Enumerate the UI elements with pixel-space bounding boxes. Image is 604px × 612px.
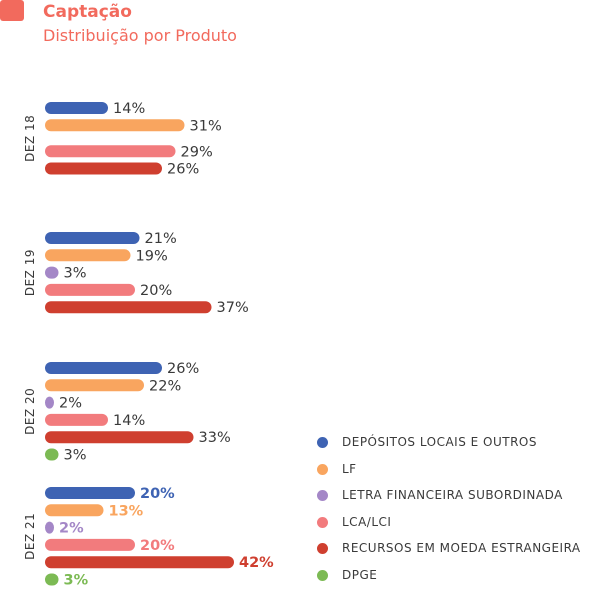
- bar-value-label: 19%: [136, 248, 168, 264]
- bar-value-label: 26%: [167, 361, 199, 377]
- bar: [45, 145, 176, 158]
- bar: [45, 431, 194, 444]
- legend-dot-icon: [317, 516, 328, 528]
- legend-label: RECURSOS EM MOEDA ESTRANGEIRA: [342, 541, 581, 556]
- bar: [45, 556, 234, 569]
- legend-dot-icon: [317, 569, 328, 581]
- bar-group: 26%22% 2% 14% 33% 3% DEZ 20: [23, 361, 231, 464]
- group-label: DEZ 19: [23, 249, 37, 296]
- bar: [45, 119, 185, 132]
- group-label: DEZ 18: [23, 115, 37, 162]
- bar: [45, 413, 108, 426]
- bar: [45, 396, 54, 409]
- bar-value-label: 22%: [149, 378, 181, 394]
- bar-value-label: 20%: [140, 538, 175, 554]
- group-label: DEZ 21: [23, 513, 37, 560]
- bar-value-label: 13%: [109, 503, 144, 519]
- bar-value-label: 29%: [181, 144, 213, 160]
- header-square-icon: [0, 0, 24, 21]
- bar-value-label: 2%: [59, 396, 82, 412]
- bar: [45, 249, 131, 262]
- bar: [45, 521, 54, 534]
- bar-group: 21%19% 3% 20% 37% DEZ 19: [23, 231, 249, 316]
- bar: [45, 448, 59, 461]
- bar: [45, 362, 162, 374]
- bar-value-label: 26%: [167, 162, 199, 178]
- legend-label: DEPÓSITOS LOCAIS E OUTROS: [342, 435, 537, 449]
- bar: [45, 162, 162, 175]
- bar-value-label: 42%: [239, 555, 274, 571]
- page-subtitle: Distribuição por Produto: [43, 26, 237, 45]
- bar: [45, 504, 104, 517]
- legend-label: LETRA FINANCEIRA SUBORDINADA: [342, 488, 563, 503]
- bar-value-label: 3%: [64, 573, 89, 589]
- bar: [45, 573, 59, 586]
- bar-value-label: 3%: [64, 448, 87, 464]
- bar-value-label: 14%: [113, 101, 145, 117]
- bar-value-label: 20%: [140, 486, 175, 502]
- bar: [45, 538, 135, 551]
- bar: [45, 266, 59, 279]
- bar: [45, 283, 135, 296]
- bar: [45, 301, 212, 314]
- bar: [45, 379, 144, 392]
- legend-label: DPGE: [342, 567, 378, 582]
- bar-group: 20%13%2%20%42%3%DEZ 21: [23, 486, 274, 589]
- bar: [45, 232, 140, 244]
- legend-dot-icon: [317, 490, 328, 502]
- legend-label: LF: [342, 461, 357, 476]
- bar-value-label: 2%: [59, 521, 84, 537]
- bar-value-label: 20%: [140, 283, 172, 299]
- bar-group: 14% 31% 29% 26% DEZ 18: [23, 101, 222, 178]
- bar-value-label: 31%: [190, 118, 222, 134]
- legend-dot-icon: [317, 543, 328, 555]
- group-label: DEZ 20: [23, 388, 37, 435]
- legend-label: LCA/LCI: [342, 514, 392, 529]
- page-title: Captação: [43, 2, 132, 22]
- bar-value-label: 21%: [145, 231, 177, 247]
- legend-dot-icon: [317, 437, 328, 448]
- bar-value-label: 14%: [113, 413, 145, 429]
- bar-value-label: 3%: [64, 266, 87, 282]
- bar-value-label: 37%: [217, 300, 249, 316]
- bar: [45, 102, 108, 114]
- legend-dot-icon: [317, 463, 328, 475]
- bar-value-label: 33%: [199, 430, 231, 446]
- bar: [45, 487, 135, 499]
